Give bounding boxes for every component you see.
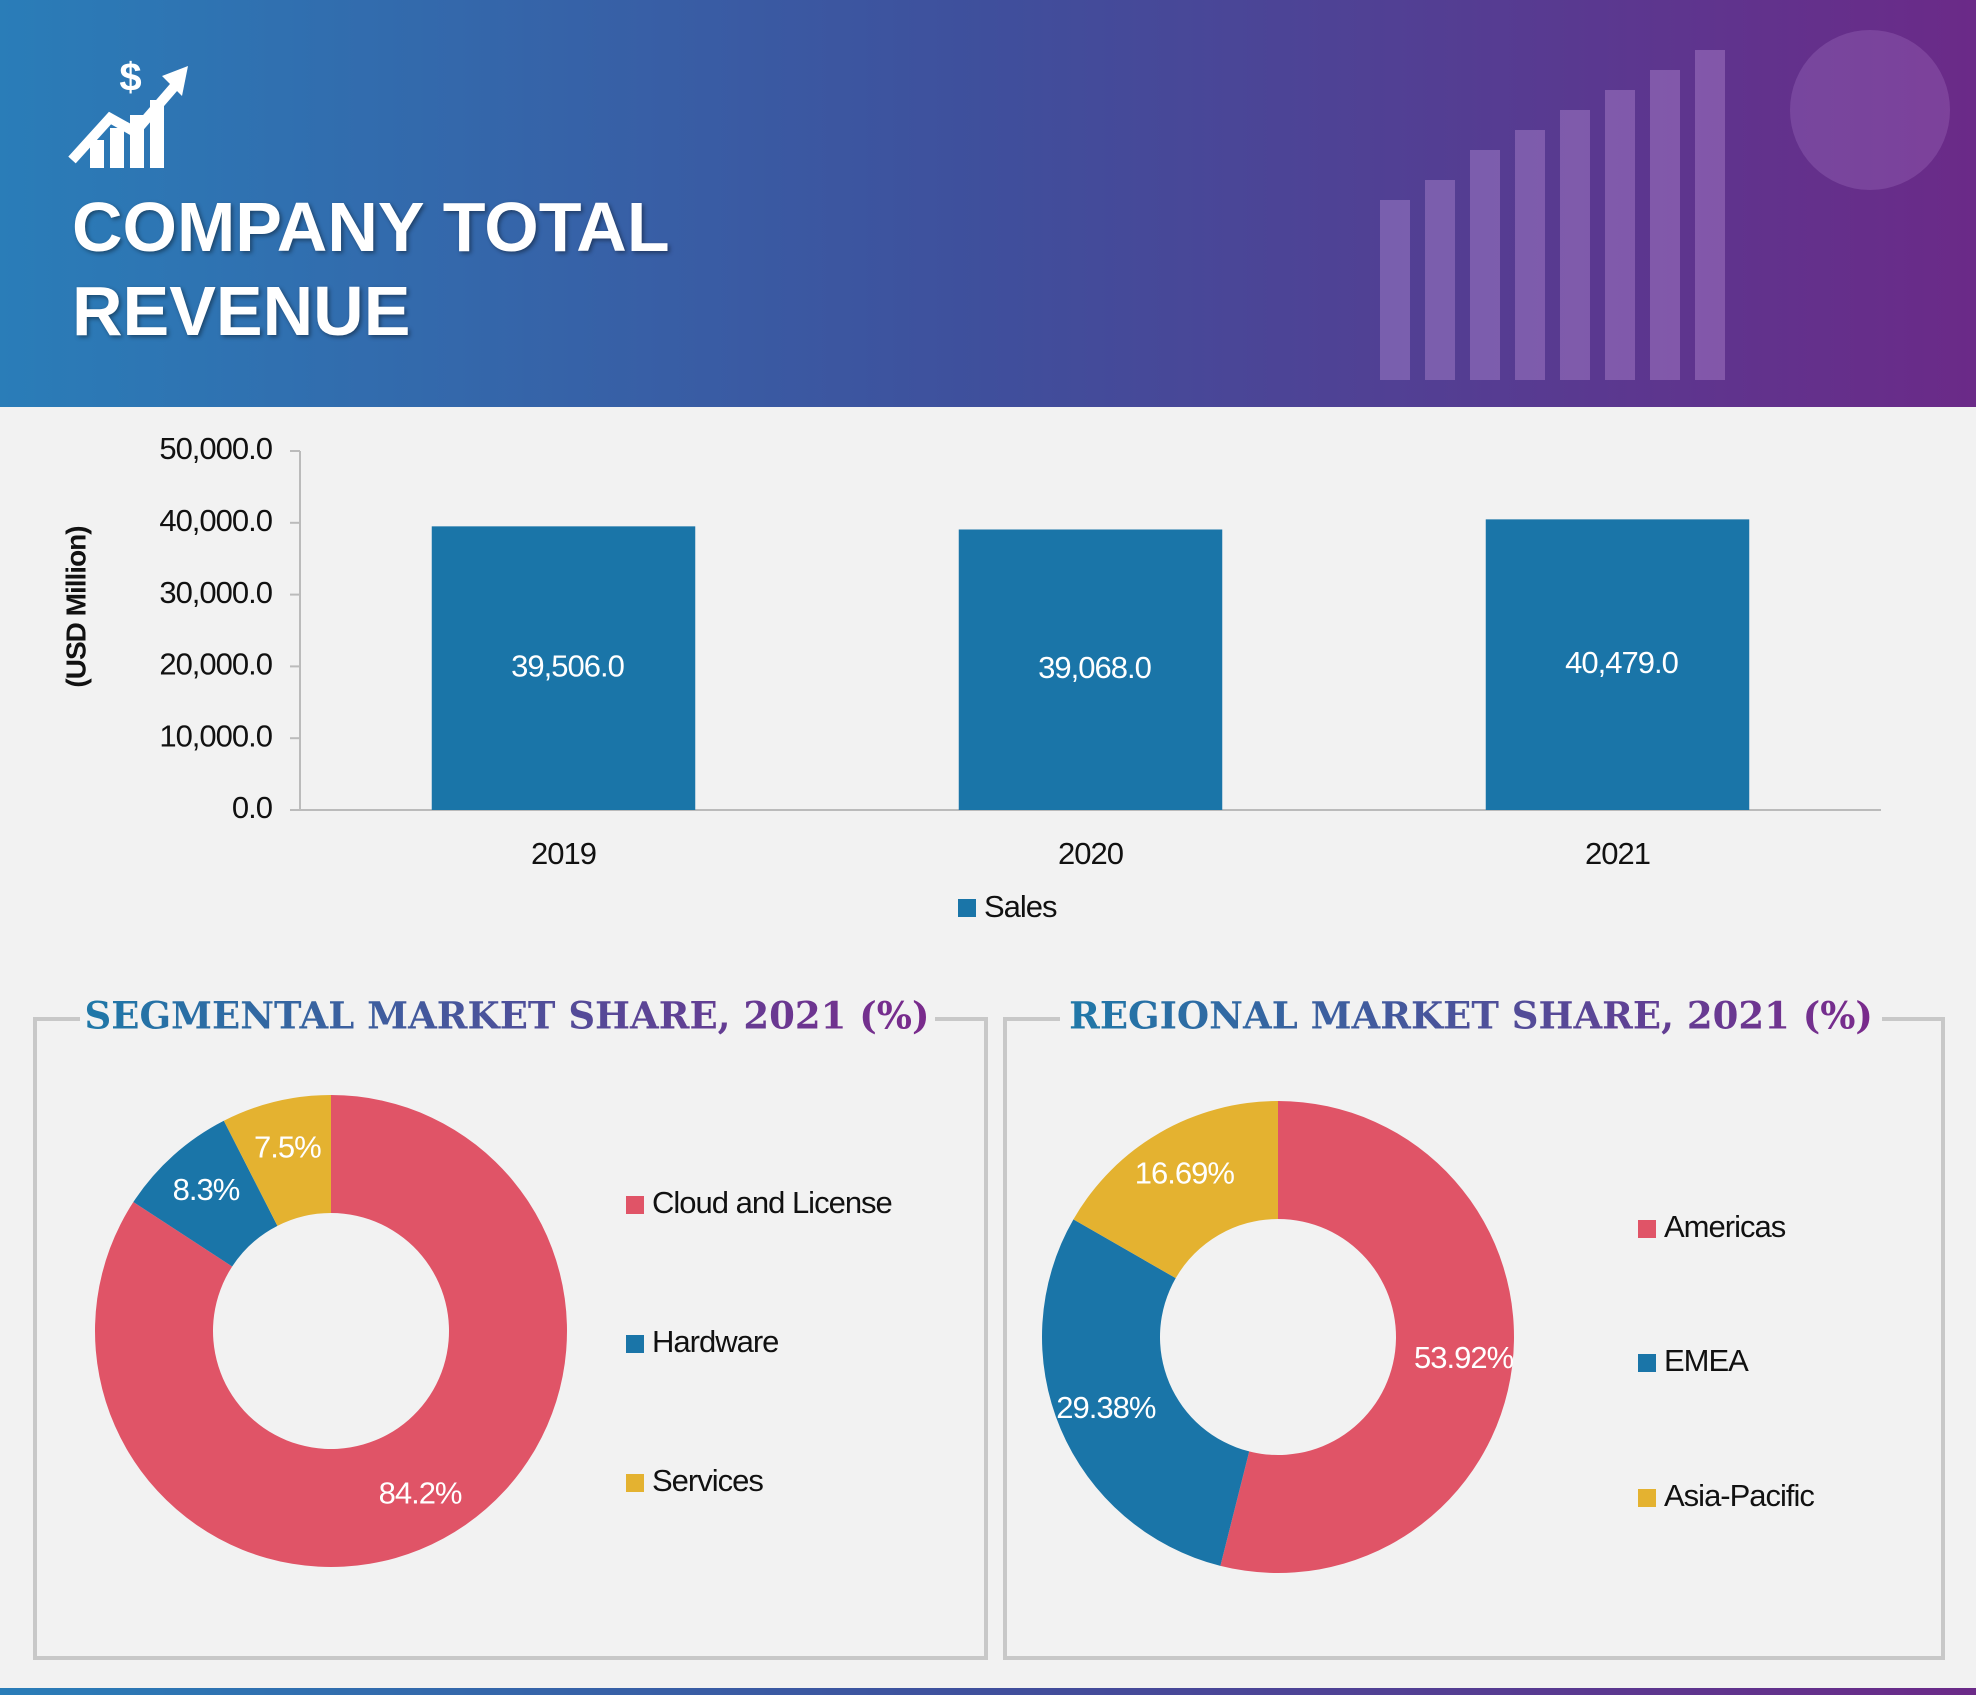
slice-label: 8.3% bbox=[173, 1172, 240, 1207]
legend-swatch bbox=[626, 1196, 644, 1214]
legend-label: Cloud and License bbox=[652, 1185, 892, 1220]
bar bbox=[958, 529, 1223, 810]
legend-label: Sales bbox=[984, 889, 1057, 924]
bar-value-label: 40,479.0 bbox=[1565, 645, 1678, 680]
bar-value-label: 39,506.0 bbox=[511, 648, 624, 683]
slice-label: 53.92% bbox=[1414, 1340, 1514, 1375]
bar bbox=[1485, 519, 1750, 810]
donut-slice bbox=[1042, 1219, 1250, 1566]
y-tick-label: 40,000.0 bbox=[159, 503, 272, 538]
icon-dollar: $ bbox=[119, 56, 141, 100]
slice-label: 29.38% bbox=[1056, 1390, 1156, 1425]
legend-label: Americas bbox=[1664, 1209, 1786, 1244]
donut-slice bbox=[94, 1095, 567, 1567]
legend-label: EMEA bbox=[1664, 1343, 1749, 1378]
y-tick-label: 50,000.0 bbox=[159, 431, 272, 466]
bar bbox=[431, 526, 696, 810]
donut-slice bbox=[223, 1095, 331, 1226]
y-tick-label: 30,000.0 bbox=[159, 575, 272, 610]
title-gap bbox=[1060, 995, 1882, 1045]
footer-strip bbox=[0, 1688, 1976, 1695]
y-tick-label: 10,000.0 bbox=[159, 718, 272, 753]
legend-swatch bbox=[626, 1474, 644, 1492]
y-tick-label: 0.0 bbox=[232, 790, 273, 825]
header-title: COMPANY TOTAL REVENUE bbox=[72, 188, 669, 350]
legend-swatch bbox=[1638, 1220, 1656, 1238]
slice-label: 16.69% bbox=[1135, 1155, 1235, 1190]
slice-label: 7.5% bbox=[254, 1129, 321, 1164]
legend-swatch bbox=[1638, 1489, 1656, 1507]
legend-swatch bbox=[626, 1335, 644, 1353]
header-icon: $ bbox=[68, 56, 188, 168]
legend-swatch bbox=[958, 899, 976, 917]
y-tick-label: 20,000.0 bbox=[159, 647, 272, 682]
y-axis-label: (USD Million) bbox=[60, 526, 91, 687]
panel-title: REGIONAL MARKET SHARE, 2021 (%) bbox=[1069, 994, 1873, 1038]
panel-title: SEGMENTAL MARKET SHARE, 2021 (%) bbox=[85, 994, 930, 1038]
slice-label: 84.2% bbox=[379, 1476, 462, 1511]
title-gap bbox=[80, 995, 935, 1045]
x-tick-label: 2019 bbox=[531, 836, 596, 871]
legend-label: Hardware bbox=[652, 1324, 778, 1359]
legend-swatch bbox=[1638, 1354, 1656, 1372]
legend-label: Asia-Pacific bbox=[1664, 1478, 1814, 1513]
x-tick-label: 2021 bbox=[1585, 836, 1650, 871]
header-bg bbox=[0, 0, 1976, 407]
donut-slice bbox=[1073, 1101, 1278, 1279]
x-tick-label: 2020 bbox=[1058, 836, 1124, 871]
header-decoration bbox=[1380, 30, 1950, 380]
donut-slice bbox=[1220, 1101, 1514, 1573]
bar-value-label: 39,068.0 bbox=[1038, 650, 1151, 685]
legend-label: Services bbox=[652, 1463, 763, 1498]
donut-slice bbox=[133, 1120, 278, 1267]
